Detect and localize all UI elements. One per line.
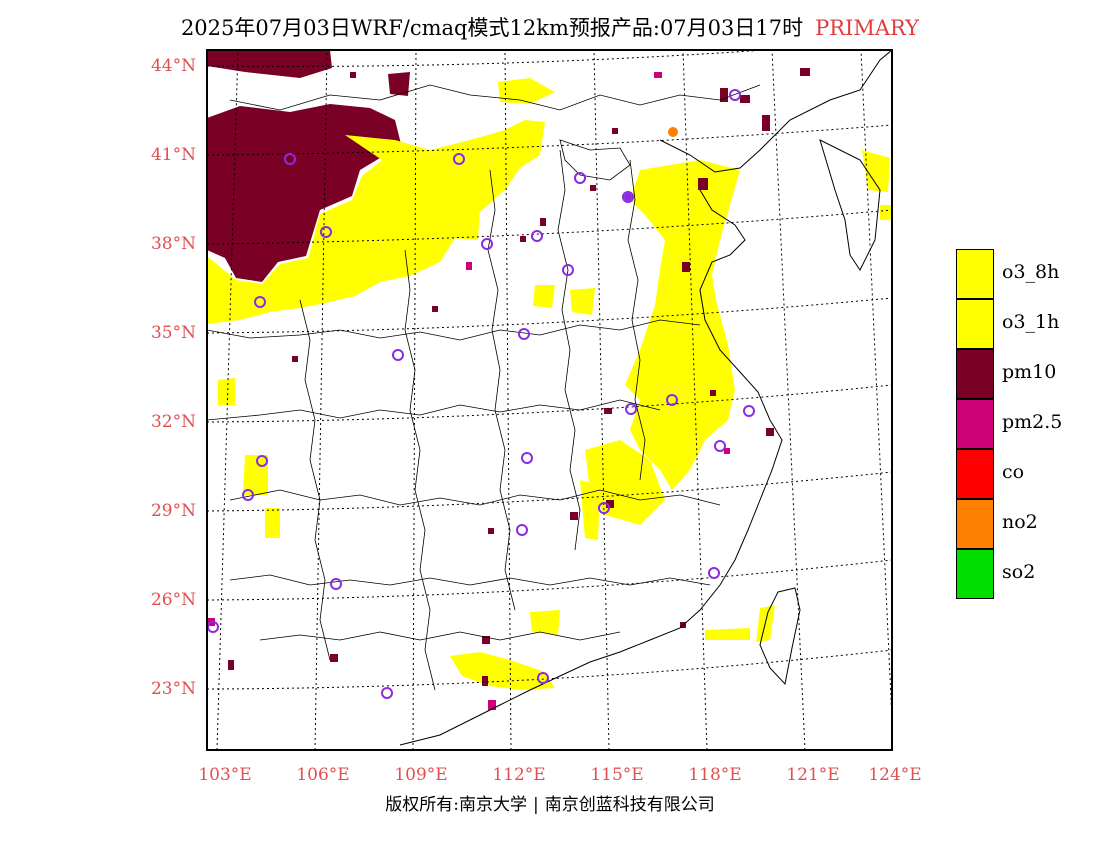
legend-swatch-no2 (956, 499, 994, 549)
lon-label-124: 124°E (868, 765, 922, 785)
legend-item-so2: so2 (956, 549, 1100, 599)
lat-label-32: 32°N (150, 412, 196, 432)
copyright-footer: 版权所有:南京大学 | 南京创蓝科技有限公司 (0, 790, 1100, 815)
title-main: 2025年07月03日WRF/cmaq模式12km预报产品:07月03日17时 (180, 16, 804, 40)
map-frame (206, 49, 893, 751)
legend-label-no2: no2 (1002, 511, 1038, 533)
legend-item-pm10: pm10 (956, 349, 1100, 399)
station-beijing (624, 193, 632, 201)
legend-swatch-o3-1h (956, 299, 994, 349)
province-borders (207, 84, 761, 691)
lat-label-38: 38°N (150, 234, 196, 254)
lon-label-106: 106°E (296, 765, 350, 785)
o3-region (207, 78, 892, 690)
legend-label-o3-8h: o3_8h (1002, 261, 1060, 283)
lat-label-23: 23°N (150, 679, 196, 699)
legend-label-pm10: pm10 (1002, 361, 1057, 383)
longitude-gridlines (216, 50, 892, 750)
copyright-left: 版权所有:南京大学 (385, 795, 527, 815)
pollutant-legend: o3_8h o3_1h pm10 pm2.5 co no2 so2 (956, 249, 1100, 599)
lon-label-103: 103°E (198, 765, 252, 785)
pm10-region (207, 50, 410, 282)
legend-swatch-so2 (956, 549, 994, 599)
legend-item-o3-8h: o3_8h (956, 249, 1100, 299)
no2-cell (668, 127, 678, 137)
lon-label-109: 109°E (394, 765, 448, 785)
legend-swatch-pm10 (956, 349, 994, 399)
legend-swatch-co (956, 449, 994, 499)
copyright-separator: | (533, 795, 539, 815)
legend-label-co: co (1002, 461, 1025, 483)
map-title: 2025年07月03日WRF/cmaq模式12km预报产品:07月03日17时 P… (0, 12, 1100, 42)
lon-label-112: 112°E (492, 765, 546, 785)
legend-item-o3-1h: o3_1h (956, 299, 1100, 349)
legend-label-so2: so2 (1002, 561, 1036, 583)
coastline (399, 50, 892, 746)
legend-item-pm25: pm2.5 (956, 399, 1100, 449)
lat-label-41: 41°N (150, 145, 196, 165)
lat-label-35: 35°N (150, 323, 196, 343)
title-mode: PRIMARY (815, 16, 920, 40)
legend-label-pm25: pm2.5 (1002, 411, 1063, 433)
legend-swatch-pm25 (956, 399, 994, 449)
lat-label-26: 26°N (150, 590, 196, 610)
lat-label-29: 29°N (150, 501, 196, 521)
copyright-right: 南京创蓝科技有限公司 (544, 795, 715, 815)
legend-label-o3-1h: o3_1h (1002, 311, 1060, 333)
lon-label-115: 115°E (590, 765, 644, 785)
lon-label-121: 121°E (786, 765, 840, 785)
legend-swatch-o3-8h (956, 249, 994, 299)
lon-label-118: 118°E (688, 765, 742, 785)
legend-item-co: co (956, 449, 1100, 499)
lat-label-44: 44°N (150, 56, 196, 76)
legend-item-no2: no2 (956, 499, 1100, 549)
